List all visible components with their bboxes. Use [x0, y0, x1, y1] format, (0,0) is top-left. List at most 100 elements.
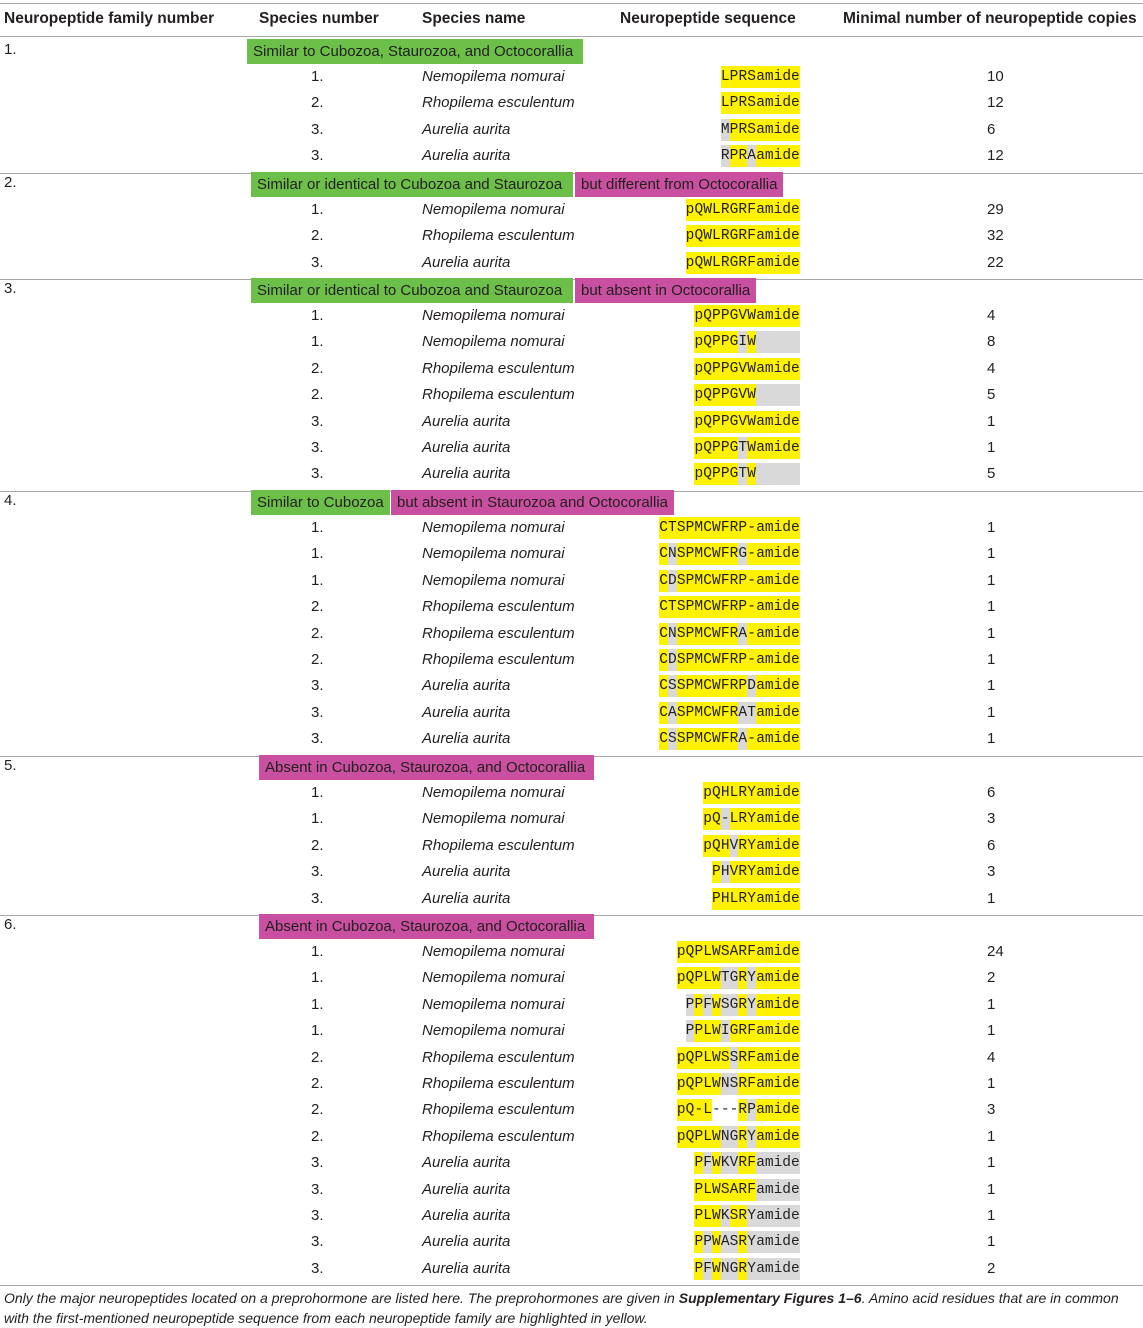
- residue: L: [729, 887, 739, 910]
- residue: C: [703, 569, 712, 592]
- residue: R: [738, 251, 748, 274]
- residue: p: [685, 251, 695, 274]
- copy-count: 2: [987, 969, 996, 987]
- residue: -: [694, 1099, 704, 1122]
- residue: F: [720, 675, 730, 698]
- copy-count: 1: [987, 730, 996, 748]
- residue: Q: [703, 305, 712, 327]
- copy-count: 1: [987, 624, 996, 642]
- header-species-name: Species name: [422, 10, 526, 27]
- species-number: 3.: [311, 120, 324, 138]
- copy-count: 1: [987, 889, 996, 907]
- residue: P: [694, 1125, 704, 1148]
- residue: W: [711, 1152, 721, 1175]
- family-tag: Similar to Cubozoa: [251, 490, 390, 515]
- residue: P: [738, 569, 748, 592]
- residue: W: [711, 517, 721, 539]
- amide-suffix: amide: [755, 569, 800, 592]
- copy-count: 1: [987, 1154, 996, 1172]
- copy-count: 12: [987, 94, 1004, 112]
- neuropeptide-sequence: C T S P M C W F R P - amide: [659, 517, 800, 539]
- residue: L: [703, 1046, 712, 1069]
- amide-suffix: amide: [755, 1073, 800, 1095]
- amide-suffix: amide: [755, 145, 800, 168]
- residue: p: [685, 199, 695, 221]
- residue: L: [703, 941, 712, 963]
- residue: -: [747, 543, 756, 566]
- residue: Y: [747, 808, 756, 831]
- residue: Y: [747, 1231, 756, 1254]
- amide-suffix: amide: [755, 199, 800, 221]
- residue: Q: [694, 199, 704, 221]
- residue: R: [729, 728, 739, 751]
- amide-suffix: [755, 384, 800, 407]
- family-number: 4.: [4, 492, 17, 509]
- residue: Y: [747, 1257, 756, 1280]
- copy-count: 8: [987, 333, 996, 351]
- amide-suffix: amide: [755, 1231, 800, 1254]
- residue: P: [694, 1046, 704, 1069]
- species-number: 1.: [311, 201, 324, 218]
- species-name: Nemopilema nomurai: [422, 571, 565, 589]
- residue: T: [667, 517, 677, 539]
- residue: p: [676, 967, 686, 990]
- residue: D: [747, 675, 756, 698]
- residue: N: [667, 622, 677, 645]
- residue: A: [747, 145, 756, 168]
- residue: p: [703, 834, 712, 857]
- residue: L: [729, 808, 739, 831]
- residue: L: [720, 66, 730, 88]
- residue: S: [676, 728, 686, 751]
- species-name: Nemopilema nomurai: [422, 995, 565, 1013]
- residue: W: [711, 993, 721, 1016]
- copy-count: 10: [987, 68, 1004, 85]
- residue: C: [659, 596, 668, 619]
- neuropeptide-sequence: C S S P M C W F R A - amide: [659, 728, 800, 751]
- species-number: 3.: [311, 1154, 324, 1172]
- residue: p: [694, 463, 704, 486]
- species-number: 3.: [311, 1207, 324, 1224]
- species-number: 1.: [311, 969, 324, 987]
- residue: L: [703, 1020, 712, 1043]
- residue: P: [711, 357, 721, 380]
- species-name: Aurelia aurita: [422, 703, 511, 721]
- residue: N: [720, 1125, 730, 1148]
- residue: L: [720, 92, 730, 115]
- amide-suffix: [755, 331, 800, 354]
- residue: A: [738, 701, 748, 724]
- residue: C: [659, 675, 668, 698]
- residue: Q: [703, 463, 712, 486]
- species-name: Aurelia aurita: [422, 147, 511, 165]
- residue: P: [711, 437, 721, 459]
- residue: C: [659, 517, 668, 539]
- residue: S: [729, 1205, 739, 1227]
- species-name: Rhopilema esculentum: [422, 836, 575, 854]
- copy-count: 4: [987, 307, 996, 324]
- residue: P: [694, 993, 704, 1016]
- residue: P: [729, 92, 739, 115]
- residue: R: [738, 967, 748, 990]
- copy-count: 1: [987, 439, 996, 456]
- residue: G: [729, 437, 739, 459]
- copy-count: 3: [987, 1101, 996, 1119]
- species-number: 3.: [311, 889, 324, 907]
- residue: G: [729, 384, 739, 407]
- amide-suffix: amide: [755, 861, 800, 884]
- table-footnote: Only the major neuropeptides located on …: [4, 1288, 1140, 1328]
- species-name: Rhopilema esculentum: [422, 227, 575, 245]
- residue: C: [659, 569, 668, 592]
- residue: F: [703, 1257, 712, 1280]
- residue: V: [729, 834, 739, 857]
- residue: R: [738, 808, 748, 831]
- residue: C: [659, 622, 668, 645]
- species-name: Rhopilema esculentum: [422, 1127, 575, 1145]
- residue: V: [729, 1152, 739, 1175]
- species-number: 1.: [311, 545, 324, 563]
- residue: R: [720, 199, 730, 221]
- residue: S: [676, 675, 686, 698]
